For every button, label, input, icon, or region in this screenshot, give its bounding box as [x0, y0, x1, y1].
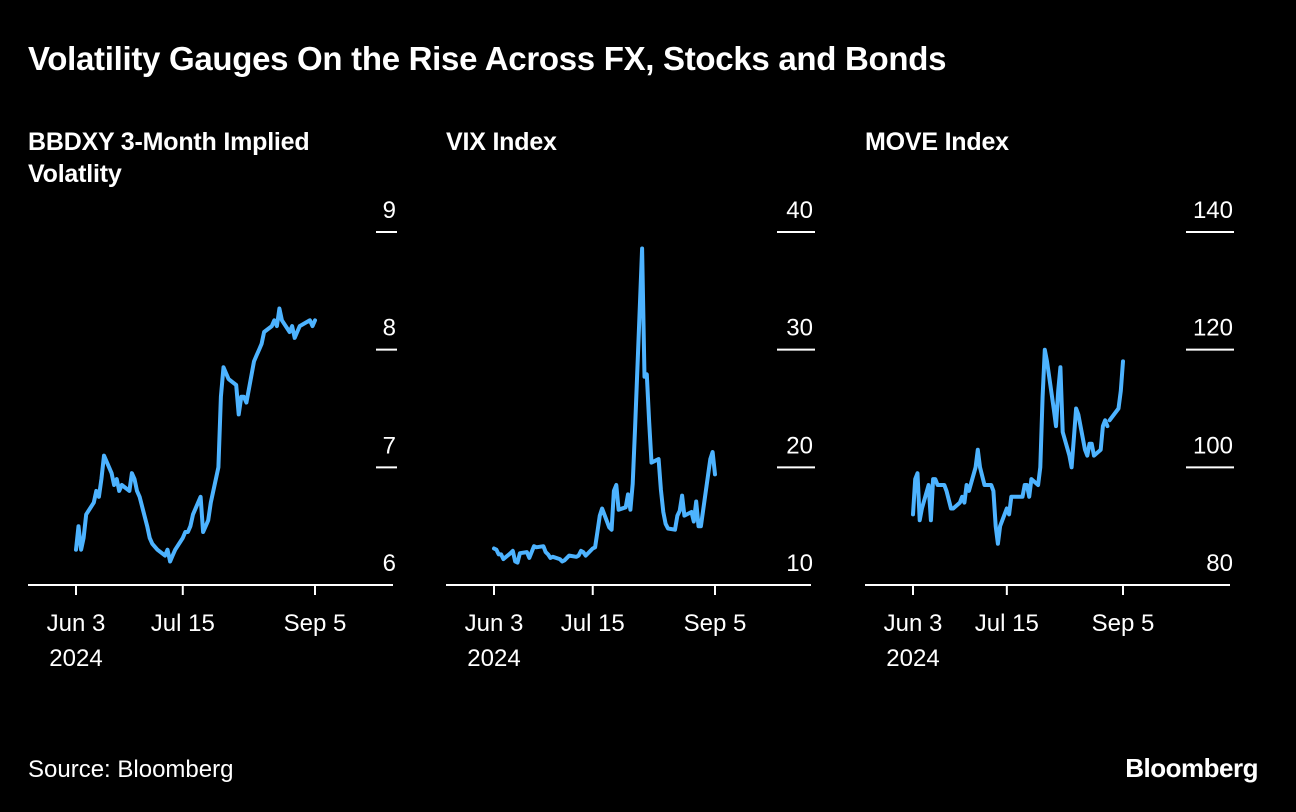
- panel-title-line-1: BBDXY 3-Month Implied: [28, 128, 310, 156]
- x-tick-label: Sep 5: [1092, 610, 1155, 637]
- panel-title-line-2: Volatlity: [28, 160, 122, 188]
- bloomberg-logo: Bloomberg: [1125, 753, 1258, 783]
- x-tick-label: Jul 15: [561, 610, 625, 637]
- y-tick-label: 9: [383, 197, 396, 224]
- y-tick-label: 30: [786, 315, 813, 342]
- y-tick-label: 8: [383, 315, 396, 342]
- series-line: [1107, 359, 1125, 423]
- y-tick-label: 40: [786, 197, 813, 224]
- x-tick-year-label: 2024: [886, 645, 939, 672]
- panel-title-line-1: VIX Index: [446, 128, 557, 156]
- x-tick-label: Sep 5: [284, 610, 347, 637]
- panel-title-bbdxy: BBDXY 3-Month Implied Volatlity: [28, 126, 368, 190]
- y-tick-label: 100: [1193, 432, 1233, 459]
- series-line: [492, 246, 717, 565]
- x-tick-label: Jun 3: [884, 610, 943, 637]
- y-tick-label: 120: [1193, 315, 1233, 342]
- panel-title-move: MOVE Index: [865, 126, 1205, 158]
- series-line: [911, 347, 1110, 546]
- panel-title-vix: VIX Index: [446, 126, 786, 158]
- y-tick-label: 20: [786, 432, 813, 459]
- series-line: [74, 306, 317, 564]
- x-tick-year-label: 2024: [467, 645, 520, 672]
- source-note: Source: Bloomberg: [28, 756, 234, 783]
- panel-title-line-1: MOVE Index: [865, 128, 1009, 156]
- y-tick-label: 140: [1193, 197, 1233, 224]
- y-tick-label: 10: [786, 550, 813, 577]
- x-tick-label: Sep 5: [684, 610, 747, 637]
- y-tick-label: 80: [1206, 550, 1233, 577]
- x-tick-label: Jun 3: [465, 610, 524, 637]
- chart-title: Volatility Gauges On the Rise Across FX,…: [28, 40, 947, 77]
- y-tick-label: 7: [383, 432, 396, 459]
- y-tick-label: 6: [383, 550, 396, 577]
- x-tick-label: Jul 15: [151, 610, 215, 637]
- x-tick-year-label: 2024: [49, 645, 102, 672]
- x-tick-label: Jul 15: [975, 610, 1039, 637]
- x-tick-label: Jun 3: [47, 610, 106, 637]
